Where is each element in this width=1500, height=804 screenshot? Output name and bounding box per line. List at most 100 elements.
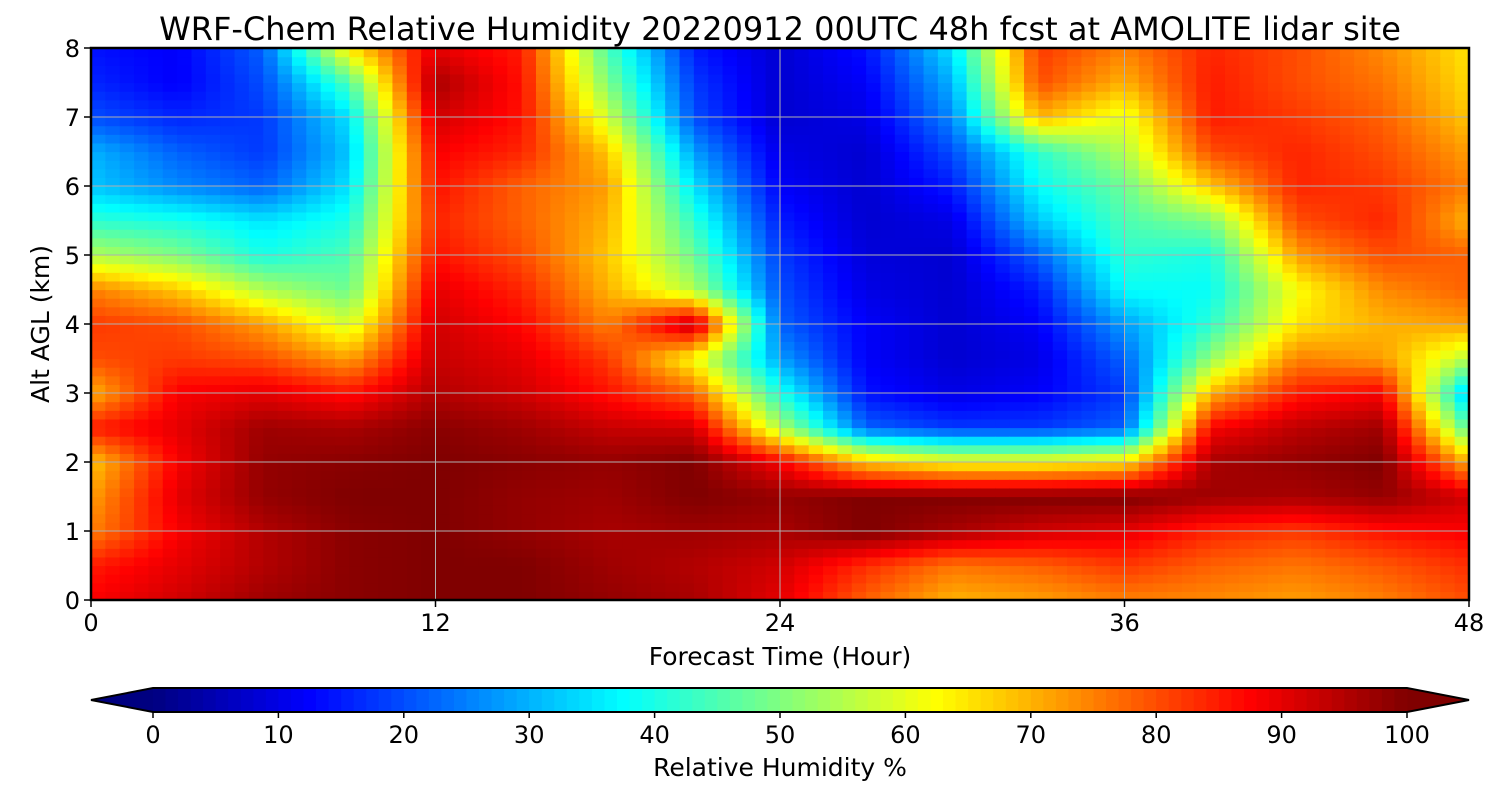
heatmap-cell [105, 298, 121, 308]
heatmap-cell [1124, 289, 1140, 299]
heatmap-cell [894, 151, 910, 161]
heatmap-cell [119, 470, 135, 480]
heatmap-cell [205, 186, 221, 196]
heatmap-cell [794, 125, 810, 135]
heatmap-cell [909, 160, 925, 170]
heatmap-cell [205, 142, 221, 153]
heatmap-cells [91, 48, 1469, 600]
heatmap-cell [923, 418, 939, 429]
heatmap-cell [277, 263, 293, 273]
heatmap-cell [91, 367, 106, 377]
heatmap-cell [937, 73, 953, 84]
heatmap-cell [923, 436, 939, 446]
heatmap-cell [1153, 453, 1169, 463]
heatmap-cell [1167, 237, 1183, 247]
heatmap-cell [177, 298, 193, 308]
heatmap-cell [263, 539, 279, 549]
heatmap-cell [823, 194, 839, 204]
heatmap-cell [492, 160, 508, 170]
heatmap-cell [1196, 496, 1212, 506]
heatmap-cell [349, 574, 365, 584]
heatmap-cell [378, 134, 394, 144]
heatmap-cell [162, 56, 178, 66]
heatmap-cell [851, 539, 867, 549]
heatmap-cell [521, 444, 537, 454]
heatmap-cell [205, 470, 221, 480]
heatmap-cell [320, 375, 336, 385]
heatmap-cell [823, 246, 839, 256]
heatmap-cell [607, 531, 623, 541]
heatmap-cell [234, 367, 250, 377]
heatmap-cell [765, 203, 781, 213]
heatmap-cell [263, 194, 279, 204]
heatmap-cell [306, 237, 322, 247]
heatmap-cell [780, 556, 795, 567]
heatmap-cell [837, 444, 853, 454]
heatmap-cell [119, 220, 135, 230]
heatmap-cell [1110, 505, 1126, 515]
heatmap-cell [464, 548, 480, 558]
heatmap-cell [1196, 505, 1212, 515]
heatmap-cell [952, 289, 968, 299]
heatmap-cell [937, 117, 953, 127]
heatmap-cell [579, 186, 594, 196]
heatmap-cell [1009, 324, 1025, 334]
heatmap-cell [162, 91, 178, 101]
heatmap-cell [980, 470, 996, 480]
heatmap-cell [593, 427, 609, 437]
heatmap-cell [535, 56, 551, 66]
heatmap-cell [464, 142, 480, 153]
heatmap-cell [823, 177, 839, 187]
heatmap-cell [995, 315, 1011, 325]
heatmap-cell [780, 56, 795, 66]
heatmap-cell [708, 436, 724, 446]
heatmap-cell [306, 194, 322, 204]
heatmap-cell [421, 229, 437, 239]
heatmap-cell [1009, 496, 1025, 506]
heatmap-cell [966, 539, 982, 549]
heatmap-cell [148, 470, 164, 480]
heatmap-cell [263, 358, 279, 368]
heatmap-cell [693, 263, 709, 273]
heatmap-cell [1110, 349, 1126, 360]
heatmap-cell [1153, 229, 1169, 239]
heatmap-cell [320, 367, 336, 377]
heatmap-cell [923, 367, 939, 377]
heatmap-cell [421, 531, 437, 541]
heatmap-cell [1124, 522, 1140, 532]
heatmap-cell [894, 298, 910, 308]
heatmap-cell [980, 436, 996, 446]
heatmap-cell [1095, 280, 1111, 291]
heatmap-cell [622, 263, 638, 273]
heatmap-cell [751, 349, 767, 360]
heatmap-cell [134, 315, 150, 325]
heatmap-cell [923, 108, 939, 118]
heatmap-cell [894, 401, 910, 411]
heatmap-cell [363, 349, 379, 360]
heatmap-cell [1052, 436, 1068, 446]
heatmap-cell [406, 384, 422, 394]
heatmap-cell [995, 358, 1011, 368]
heatmap-cell [349, 539, 365, 549]
heatmap-cell [880, 237, 896, 247]
heatmap-cell [650, 203, 666, 213]
heatmap-cell [665, 401, 681, 411]
heatmap-cell [1067, 194, 1083, 204]
heatmap-cell [1052, 151, 1068, 161]
heatmap-cell [880, 168, 896, 178]
heatmap-cell [693, 487, 709, 498]
heatmap-cell [205, 151, 221, 161]
heatmap-cell [392, 272, 408, 282]
heatmap-cell [607, 401, 623, 411]
heatmap-cell [923, 142, 939, 153]
heatmap-cell [650, 125, 666, 135]
heatmap-cell [1196, 82, 1212, 92]
heatmap-cell [966, 479, 982, 489]
heatmap-cell [306, 56, 322, 66]
heatmap-cell [1181, 134, 1197, 144]
heatmap-cell [378, 160, 394, 170]
heatmap-cell [1095, 470, 1111, 480]
heatmap-cell [478, 142, 494, 153]
heatmap-cell [521, 574, 537, 584]
heatmap-cell [507, 479, 523, 489]
